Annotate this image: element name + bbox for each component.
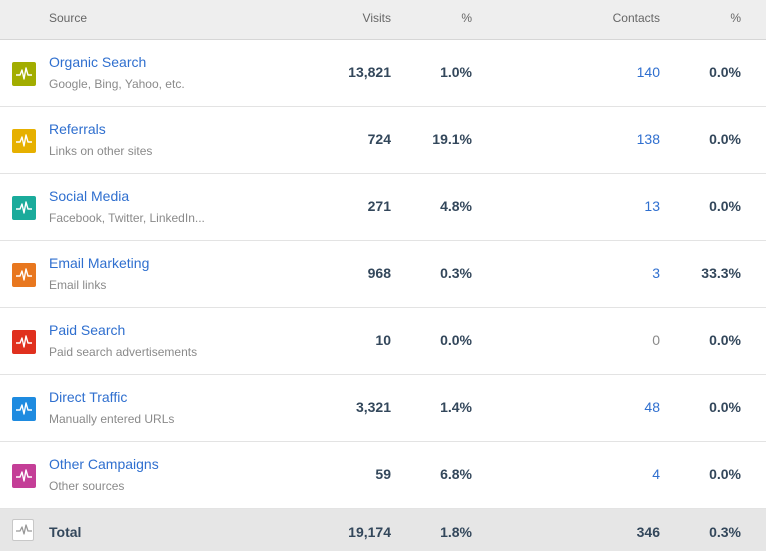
table-row: Social Media Facebook, Twitter, LinkedIn.…	[0, 174, 766, 241]
visits-percent-value: 1.0%	[440, 64, 472, 80]
source-description: Links on other sites	[49, 144, 153, 158]
total-contacts: 346	[636, 524, 660, 540]
visits-value: 59	[375, 466, 391, 482]
contacts-percent-value: 33.3%	[701, 265, 741, 281]
visits-percent-value: 4.8%	[440, 198, 472, 214]
contacts-link[interactable]: 48	[644, 399, 660, 415]
activity-icon	[12, 330, 36, 354]
table-header: Source Visits % Contacts %	[0, 0, 766, 40]
activity-icon	[12, 196, 36, 220]
visits-percent-value: 19.1%	[432, 131, 472, 147]
table-row: Email Marketing Email links 968 0.3% 3 33.3%	[0, 241, 766, 308]
column-header-contacts[interactable]: Contacts	[612, 11, 660, 25]
source-description: Other sources	[49, 479, 125, 493]
source-name-link[interactable]: Paid Search	[49, 322, 126, 338]
column-header-visits[interactable]: Visits	[362, 11, 391, 25]
contacts-link: 0	[652, 332, 660, 348]
total-visits: 19,174	[348, 524, 391, 540]
activity-icon	[12, 129, 36, 153]
source-name-link[interactable]: Email Marketing	[49, 255, 150, 271]
visits-percent-value: 0.0%	[440, 332, 472, 348]
contacts-link[interactable]: 13	[644, 198, 660, 214]
table-row: Organic Search Google, Bing, Yahoo, etc. 1…	[0, 40, 766, 107]
source-name-link[interactable]: Direct Traffic	[49, 389, 128, 405]
table-row: Referrals Links on other sites 724 19.1% 138…	[0, 107, 766, 174]
contacts-percent-value: 0.0%	[709, 131, 741, 147]
visits-value: 10	[375, 332, 391, 348]
visits-value: 724	[367, 131, 391, 147]
activity-icon	[12, 62, 36, 86]
contacts-percent-value: 0.0%	[709, 64, 741, 80]
source-name-link[interactable]: Other Campaigns	[49, 456, 159, 472]
source-name-link[interactable]: Organic Search	[49, 54, 147, 70]
activity-icon	[12, 464, 36, 488]
contacts-link[interactable]: 140	[636, 64, 660, 80]
activity-icon	[12, 263, 36, 287]
visits-value: 13,821	[348, 64, 391, 80]
source-description: Paid search advertisements	[49, 345, 198, 359]
source-description: Google, Bing, Yahoo, etc.	[49, 77, 185, 91]
contacts-percent-value: 0.0%	[709, 466, 741, 482]
column-header-source[interactable]: Source	[49, 11, 88, 25]
source-description: Email links	[49, 278, 107, 292]
table-row: Other Campaigns Other sources 59 6.8% 4 0.0%	[0, 442, 766, 509]
table-row: Paid Search Paid search advertisements 10 0…	[0, 308, 766, 375]
visits-value: 968	[367, 265, 391, 281]
contacts-link[interactable]: 3	[652, 265, 660, 281]
contacts-link[interactable]: 4	[652, 466, 660, 482]
source-description: Facebook, Twitter, LinkedIn...	[49, 211, 205, 225]
column-header-contacts-percent[interactable]: %	[730, 11, 741, 25]
contacts-link[interactable]: 138	[636, 131, 660, 147]
contacts-percent-value: 0.0%	[709, 332, 741, 348]
source-name-link[interactable]: Social Media	[49, 188, 130, 204]
source-name-link[interactable]: Referrals	[49, 121, 106, 137]
activity-icon	[12, 397, 36, 421]
contacts-percent-value: 0.0%	[709, 198, 741, 214]
source-description: Manually entered URLs	[49, 412, 175, 426]
contacts-percent-value: 0.0%	[709, 399, 741, 415]
total-row: Total 19,174 1.8% 346 0.3%	[0, 509, 766, 551]
total-visits-percent: 1.8%	[440, 524, 472, 540]
visits-percent-value: 1.4%	[440, 399, 472, 415]
visits-value: 271	[367, 198, 391, 214]
total-contacts-percent: 0.3%	[709, 524, 741, 540]
visits-value: 3,321	[355, 399, 391, 415]
table-row: Direct Traffic Manually entered URLs 3,321…	[0, 375, 766, 442]
column-header-visits-percent[interactable]: %	[461, 11, 472, 25]
activity-icon	[12, 519, 34, 541]
visits-percent-value: 6.8%	[440, 466, 472, 482]
total-label: Total	[49, 524, 82, 540]
visits-percent-value: 0.3%	[440, 265, 472, 281]
